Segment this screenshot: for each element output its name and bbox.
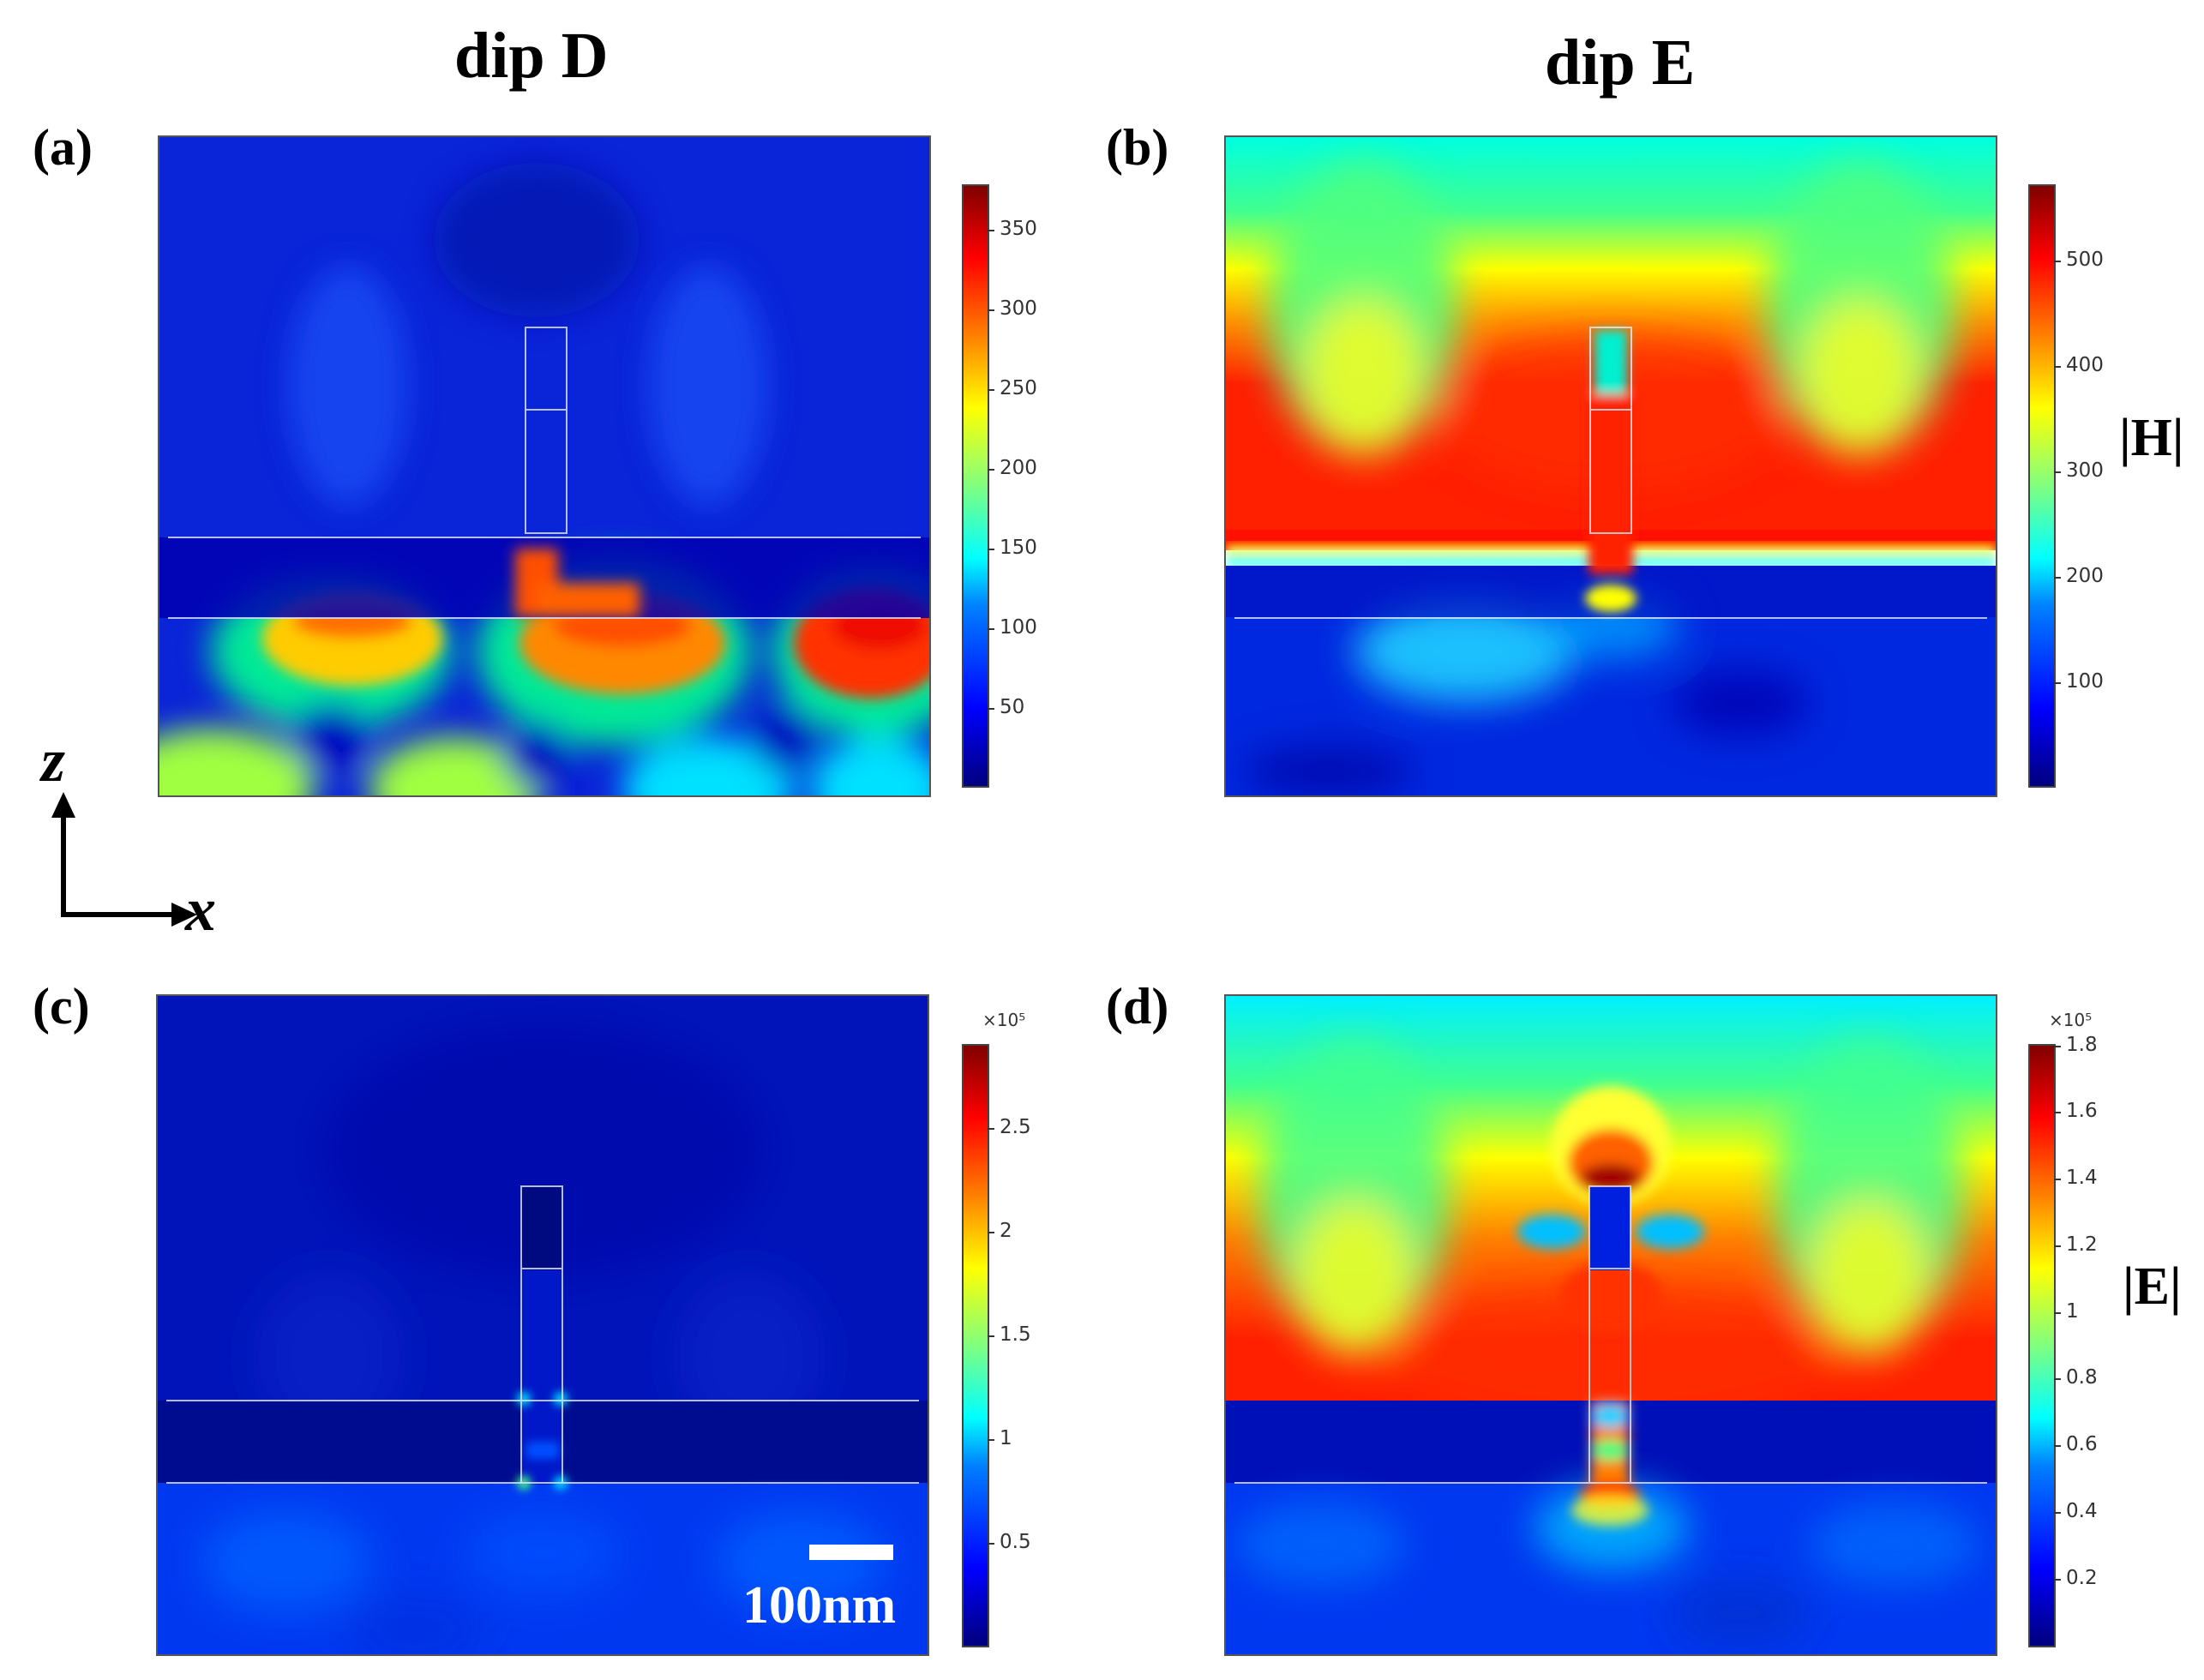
colorbar-d-tick-1.2 [2054, 1245, 2061, 1247]
colorbar-b [2028, 184, 2056, 788]
colorbar-d-tick-0.6 [2054, 1445, 2061, 1447]
colorbar-d-tick-0.2 [2054, 1579, 2061, 1581]
colorbar-d-exponent: ×10⁵ [2049, 1010, 2093, 1030]
colorbar-a-label-250: 250 [1000, 377, 1037, 399]
colorbar-a-label-200: 200 [1000, 457, 1037, 479]
colorbar-d-label-0.2: 0.2 [2066, 1567, 2098, 1589]
colorbar-a-tick-150 [988, 549, 994, 550]
colorbar-a-label-350: 350 [1000, 218, 1037, 240]
colorbar-b-label-300: 300 [2066, 459, 2104, 482]
colorbar-a-tick-300 [988, 309, 994, 311]
colorbar-d-tick-1.8 [2054, 1046, 2061, 1047]
colorbar-b-label-100: 100 [2066, 670, 2104, 693]
colorbar-d-label-1.4: 1.4 [2066, 1167, 2098, 1189]
colorbar-b-tick-400 [2054, 366, 2061, 368]
colorbar-b-label-400: 400 [2066, 354, 2104, 376]
colorbar-d-label-1.8: 1.8 [2066, 1034, 2098, 1056]
colorbar-d-tick-1 [2054, 1312, 2061, 1314]
colorbar-c [962, 1044, 989, 1647]
quantity-label-h: |H| [2119, 409, 2184, 467]
colorbar-a-tick-200 [988, 469, 994, 471]
colorbar-b-tick-100 [2054, 682, 2061, 684]
panel-label-c: (c) [33, 978, 90, 1035]
colorbar-c-label-0.5: 0.5 [1000, 1531, 1031, 1553]
colorbar-b-tick-500 [2054, 261, 2061, 262]
axis-label-z: z [41, 726, 66, 795]
colorbar-c-tick-0.5 [988, 1543, 994, 1545]
colorbar-d-label-1.6: 1.6 [2066, 1100, 2098, 1122]
colorbar-c-label-1.5: 1.5 [1000, 1323, 1031, 1346]
colorbar-b-label-500: 500 [2066, 249, 2104, 271]
colorbar-a-tick-50 [988, 708, 994, 710]
colorbar-d-label-0.6: 0.6 [2066, 1433, 2098, 1455]
colorbar-c-tick-2.5 [988, 1128, 994, 1130]
colorbar-c-tick-2 [988, 1232, 994, 1233]
colorbar-a-tick-250 [988, 389, 994, 391]
colorbar-a-tick-350 [988, 230, 994, 231]
colorbar-c-tick-1 [988, 1439, 994, 1441]
panel-label-a: (a) [33, 119, 93, 176]
column-title-dip-d: dip D [454, 20, 609, 92]
field-map-d [1224, 994, 1997, 1656]
field-map-c [156, 994, 929, 1656]
field-map-b [1224, 135, 1997, 797]
colorbar-d-label-0.8: 0.8 [2066, 1366, 2098, 1389]
colorbar-a-label-100: 100 [1000, 616, 1037, 639]
panel-label-d: (d) [1106, 978, 1169, 1035]
colorbar-d [2028, 1044, 2056, 1647]
colorbar-d-label-0.4: 0.4 [2066, 1500, 2098, 1522]
axes-indicator [51, 792, 197, 927]
axis-label-x: x [185, 875, 216, 944]
scale-bar [809, 1545, 893, 1560]
colorbar-d-label-1: 1 [2066, 1300, 2079, 1323]
column-title-dip-e: dip E [1545, 27, 1696, 99]
field-map-a [158, 135, 931, 797]
colorbar-a-tick-100 [988, 628, 994, 630]
colorbar-d-label-1.2: 1.2 [2066, 1233, 2098, 1256]
colorbar-c-label-1: 1 [1000, 1427, 1012, 1449]
colorbar-c-label-2: 2 [1000, 1220, 1012, 1242]
colorbar-b-tick-300 [2054, 471, 2061, 473]
colorbar-d-tick-0.4 [2054, 1512, 2061, 1514]
scale-bar-label: 100nm [742, 1576, 897, 1635]
colorbar-b-tick-200 [2054, 577, 2061, 579]
colorbar-d-tick-0.8 [2054, 1378, 2061, 1380]
colorbar-d-tick-1.6 [2054, 1112, 2061, 1113]
colorbar-b-label-200: 200 [2066, 565, 2104, 587]
colorbar-a-label-50: 50 [1000, 696, 1025, 718]
quantity-label-e: |E| [2123, 1257, 2182, 1316]
panel-label-b: (b) [1106, 119, 1169, 176]
colorbar-a [962, 184, 989, 788]
colorbar-c-tick-1.5 [988, 1335, 994, 1337]
colorbar-a-label-300: 300 [1000, 297, 1037, 320]
colorbar-c-exponent: ×10⁵ [982, 1010, 1026, 1030]
colorbar-a-label-150: 150 [1000, 537, 1037, 559]
colorbar-c-label-2.5: 2.5 [1000, 1116, 1031, 1138]
colorbar-d-tick-1.4 [2054, 1179, 2061, 1180]
